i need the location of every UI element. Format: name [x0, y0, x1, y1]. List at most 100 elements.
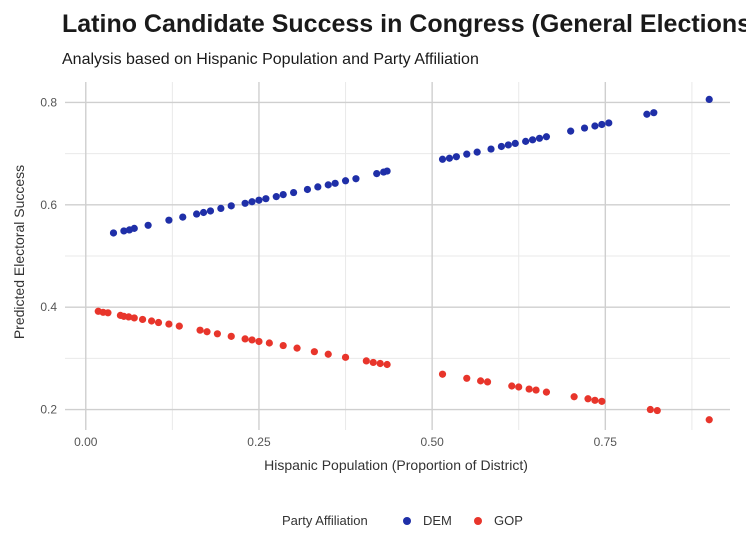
data-point-gop [324, 350, 332, 358]
data-point-dem [383, 167, 391, 175]
data-point-dem [262, 195, 270, 203]
y-axis-label: Predicted Electoral Success [11, 165, 27, 339]
data-point-dem [179, 213, 187, 221]
data-point-dem [206, 207, 215, 215]
x-tick-label: 0.50 [420, 435, 444, 449]
legend-dem-label: DEM [423, 513, 452, 528]
data-point-dem [272, 193, 280, 201]
data-point-gop [265, 339, 273, 347]
data-point-gop [525, 385, 533, 393]
data-point-dem [303, 185, 312, 194]
data-point-gop [477, 377, 485, 385]
data-point-dem [279, 190, 287, 199]
data-point-dem [542, 133, 551, 141]
data-point-gop [165, 320, 173, 328]
series-gop [94, 307, 713, 424]
data-point-gop [508, 382, 516, 390]
y-tick-labels: 0.2 0.4 0.6 0.8 [40, 95, 57, 416]
legend-title: Party Affiliation [282, 513, 368, 528]
legend-gop-label: GOP [494, 513, 523, 528]
legend: Party Affiliation DEM GOP [282, 513, 523, 528]
data-point-dem [109, 229, 118, 237]
data-point-gop [584, 395, 592, 403]
data-point-gop [248, 336, 256, 344]
data-point-dem [324, 181, 332, 189]
series-dem [109, 95, 713, 237]
data-point-gop [438, 370, 447, 378]
data-point-dem [445, 154, 454, 162]
data-point-gop [227, 332, 235, 340]
data-point-dem [199, 208, 208, 217]
data-point-gop [310, 348, 318, 356]
data-point-dem [504, 141, 512, 149]
data-point-dem [487, 145, 495, 153]
data-point-gop [175, 322, 183, 330]
data-point-dem [227, 202, 235, 210]
data-point-gop [196, 326, 204, 334]
data-point-gop [483, 378, 492, 386]
data-point-dem [241, 199, 249, 207]
data-point-gop [362, 357, 370, 365]
x-tick-labels: 0.00 0.25 0.50 0.75 [74, 435, 617, 449]
data-point-dem [452, 153, 460, 161]
data-point-gop [241, 335, 249, 343]
legend-dem-marker [403, 517, 411, 525]
data-point-dem [643, 110, 651, 118]
data-point-dem [130, 224, 138, 232]
data-point-dem [255, 196, 263, 204]
data-point-dem [438, 155, 447, 163]
data-point-gop [138, 315, 147, 324]
data-point-gop [532, 386, 540, 394]
data-point-dem [473, 148, 481, 156]
data-point-dem [567, 127, 575, 135]
x-axis-label: Hispanic Population (Proportion of Distr… [264, 457, 528, 473]
data-point-dem [248, 198, 256, 206]
data-point-dem [289, 188, 298, 197]
data-point-gop [279, 341, 287, 350]
data-point-dem [705, 95, 713, 103]
y-tick-label: 0.8 [40, 95, 57, 109]
data-point-gop [646, 405, 654, 414]
data-point-gop [383, 360, 391, 369]
legend-gop-marker [474, 517, 482, 525]
data-point-dem [598, 120, 606, 129]
data-point-gop [376, 359, 384, 368]
chart-subtitle: Analysis based on Hispanic Population an… [62, 51, 479, 68]
data-point-dem [522, 137, 530, 145]
data-point-dem [165, 216, 173, 224]
data-point-gop [130, 314, 138, 322]
data-point-gop [147, 317, 156, 325]
data-point-dem [605, 119, 613, 127]
data-point-gop [293, 344, 301, 352]
y-tick-label: 0.2 [40, 403, 57, 417]
y-tick-label: 0.4 [40, 300, 57, 314]
data-point-dem [120, 227, 128, 235]
data-point-gop [213, 330, 221, 338]
data-point-gop [463, 374, 471, 382]
data-points [94, 95, 713, 424]
data-point-gop [369, 358, 377, 367]
data-point-dem [497, 142, 506, 151]
data-point-gop [104, 309, 112, 317]
x-tick-label: 0.00 [74, 435, 98, 449]
data-point-gop [570, 393, 578, 401]
data-point-gop [125, 313, 133, 321]
chart-title: Latino Candidate Success in Congress (Ge… [62, 10, 746, 38]
data-point-dem [373, 170, 381, 178]
data-point-dem [341, 177, 350, 185]
data-point-dem [217, 204, 225, 213]
y-tick-label: 0.6 [40, 198, 57, 212]
data-point-gop [705, 416, 713, 424]
data-point-gop [598, 397, 606, 405]
data-point-gop [653, 406, 661, 415]
data-point-gop [542, 388, 551, 396]
data-point-dem [352, 175, 360, 183]
x-tick-label: 0.25 [247, 435, 271, 449]
data-point-gop [255, 337, 263, 346]
data-point-dem [650, 109, 658, 117]
data-point-dem [331, 179, 339, 187]
data-point-dem [591, 122, 599, 130]
data-point-dem [463, 150, 471, 158]
data-point-gop [154, 318, 163, 327]
